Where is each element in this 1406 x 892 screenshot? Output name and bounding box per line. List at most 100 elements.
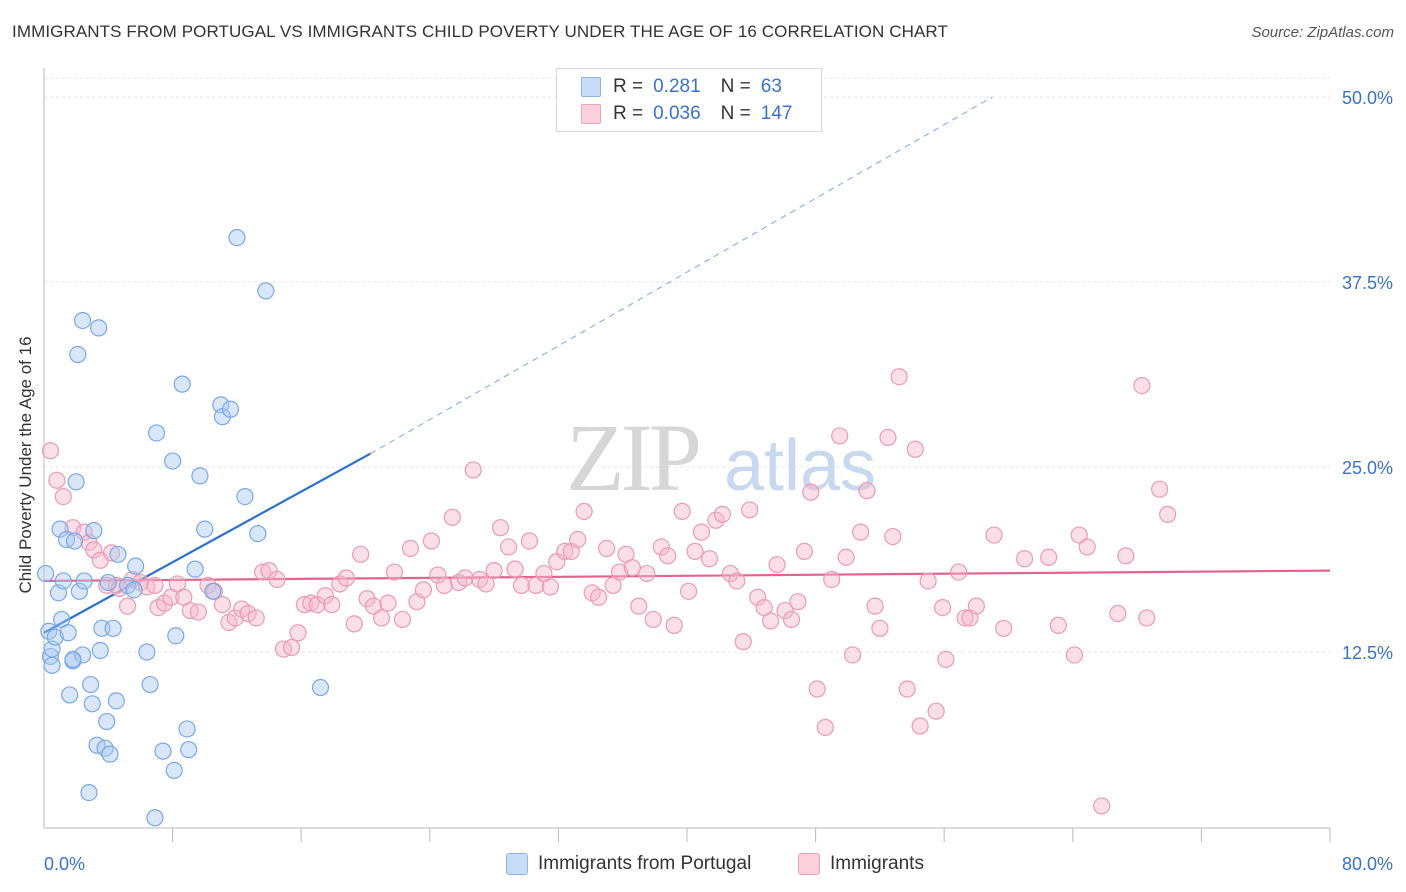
point-immigrants bbox=[879, 428, 897, 446]
point-immigrants bbox=[345, 615, 363, 633]
point-immigrants bbox=[890, 368, 908, 386]
point-portugal bbox=[147, 424, 166, 442]
point-immigrants bbox=[680, 582, 698, 600]
legend-r-value: 0.281 bbox=[653, 76, 701, 97]
point-immigrants bbox=[871, 619, 889, 637]
point-immigrants bbox=[686, 542, 704, 560]
point-immigrants bbox=[837, 548, 855, 566]
point-portugal bbox=[196, 520, 214, 538]
point-immigrants bbox=[456, 569, 474, 587]
point-immigrants bbox=[316, 587, 334, 605]
point-immigrants bbox=[443, 508, 461, 526]
point-immigrants bbox=[295, 596, 314, 614]
watermark-atlas: atlas bbox=[724, 426, 876, 506]
point-immigrants bbox=[1049, 616, 1067, 634]
point-immigrants bbox=[866, 597, 884, 615]
data-points bbox=[37, 229, 1177, 827]
bottom-legend-swatch-blue bbox=[506, 853, 528, 875]
point-immigrants bbox=[728, 572, 746, 590]
bottom-legend-immigrants: Immigrants bbox=[798, 851, 924, 877]
point-portugal bbox=[191, 467, 209, 485]
point-immigrants bbox=[520, 532, 539, 550]
point-immigrants bbox=[967, 597, 985, 615]
point-immigrants bbox=[506, 560, 524, 578]
point-immigrants bbox=[589, 588, 608, 606]
point-immigrants bbox=[364, 597, 383, 615]
legend-swatch-pink bbox=[581, 104, 601, 124]
point-portugal bbox=[90, 319, 108, 337]
trend-line-portugal-extrapolated bbox=[370, 96, 993, 455]
point-portugal bbox=[257, 282, 275, 300]
point-immigrants bbox=[239, 604, 257, 623]
point-immigrants bbox=[226, 609, 244, 627]
point-immigrants bbox=[393, 610, 412, 629]
point-immigrants bbox=[1159, 505, 1177, 523]
point-immigrants bbox=[623, 559, 641, 577]
y-tick-label: 37.5% bbox=[1342, 273, 1393, 293]
point-immigrants bbox=[610, 563, 629, 581]
point-portugal bbox=[165, 761, 183, 780]
point-immigrants bbox=[401, 539, 420, 558]
point-portugal bbox=[70, 582, 88, 600]
point-immigrants bbox=[1117, 547, 1135, 565]
point-immigrants bbox=[644, 610, 662, 629]
point-portugal bbox=[98, 712, 116, 731]
point-portugal bbox=[51, 520, 69, 538]
point-immigrants bbox=[282, 638, 301, 657]
point-immigrants bbox=[541, 578, 559, 596]
point-portugal bbox=[180, 741, 198, 759]
point-immigrants bbox=[337, 569, 355, 587]
point-immigrants bbox=[372, 609, 391, 627]
point-immigrants bbox=[927, 702, 945, 720]
point-immigrants bbox=[189, 603, 207, 621]
point-portugal bbox=[37, 564, 55, 583]
point-immigrants bbox=[289, 624, 307, 642]
point-immigrants bbox=[146, 576, 164, 595]
point-immigrants bbox=[352, 545, 370, 563]
point-immigrants bbox=[673, 502, 691, 520]
point-portugal bbox=[154, 742, 172, 760]
y-tick-label: 12.5% bbox=[1342, 643, 1393, 663]
point-immigrants bbox=[556, 542, 574, 560]
point-portugal bbox=[82, 675, 100, 694]
point-immigrants bbox=[1065, 646, 1084, 664]
point-immigrants bbox=[247, 609, 265, 627]
point-immigrants bbox=[782, 610, 801, 629]
point-immigrants bbox=[1138, 609, 1156, 627]
point-immigrants bbox=[302, 594, 320, 612]
point-portugal bbox=[85, 522, 103, 540]
point-immigrants bbox=[749, 588, 767, 606]
point-portugal bbox=[164, 452, 182, 470]
point-immigrants bbox=[652, 538, 670, 556]
point-immigrants bbox=[665, 616, 683, 634]
legend-row-portugal: R = 0.281 N = 63 bbox=[581, 75, 782, 99]
legend-r-label: R = bbox=[613, 103, 644, 124]
point-portugal bbox=[178, 720, 196, 738]
point-immigrants bbox=[1070, 526, 1088, 544]
point-portugal bbox=[109, 545, 127, 563]
point-immigrants bbox=[213, 596, 232, 614]
point-immigrants bbox=[884, 527, 902, 546]
x-tick-label: 0.0% bbox=[44, 854, 85, 874]
point-immigrants bbox=[54, 488, 72, 506]
point-immigrants bbox=[414, 581, 432, 599]
point-immigrants bbox=[477, 575, 495, 593]
y-tick-label: 50.0% bbox=[1342, 88, 1393, 108]
point-immigrants bbox=[569, 530, 587, 549]
legend-n-value: 147 bbox=[760, 103, 793, 124]
point-immigrants bbox=[491, 519, 510, 537]
point-portugal bbox=[173, 375, 191, 393]
point-portugal bbox=[80, 783, 98, 802]
point-immigrants bbox=[638, 564, 656, 583]
y-axis-label-wrap: Child Poverty Under the Age of 16 bbox=[16, 336, 36, 593]
point-immigrants bbox=[741, 501, 759, 519]
point-portugal bbox=[141, 675, 159, 694]
point-immigrants bbox=[85, 541, 103, 559]
point-immigrants bbox=[422, 532, 441, 550]
bottom-legend-label: Immigrants from Portugal bbox=[538, 853, 752, 874]
point-immigrants bbox=[843, 646, 862, 664]
legend-n-label: N = bbox=[720, 103, 751, 124]
point-immigrants bbox=[823, 570, 841, 589]
point-portugal bbox=[64, 650, 82, 669]
